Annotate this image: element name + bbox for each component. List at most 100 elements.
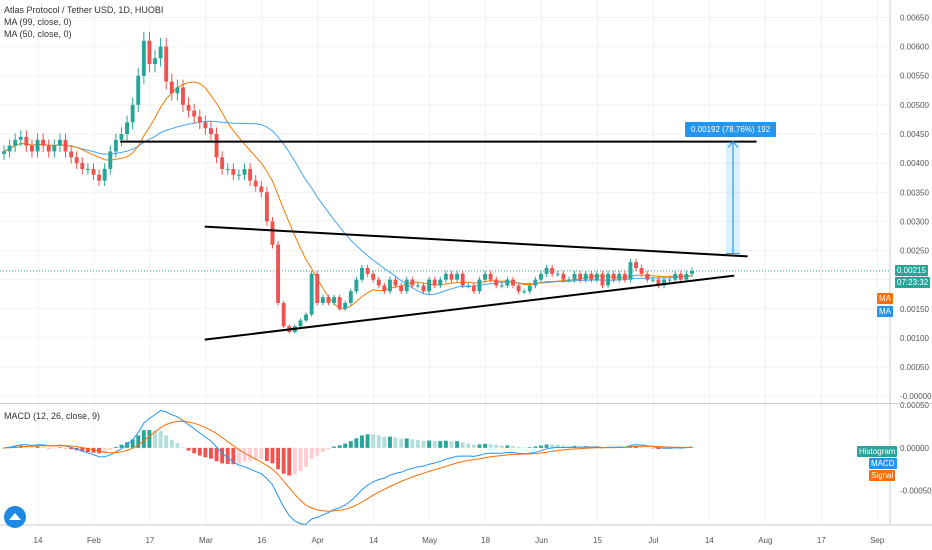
candle	[236, 169, 241, 181]
candle	[24, 130, 29, 152]
histogram-bar	[141, 430, 146, 448]
candle	[589, 270, 594, 283]
candle	[248, 163, 253, 186]
candle	[320, 294, 325, 306]
histogram-bar	[153, 430, 157, 448]
candle	[57, 133, 62, 152]
candle	[281, 300, 286, 329]
candle	[30, 139, 34, 158]
x-tick-label: Jul	[648, 536, 658, 545]
candle	[678, 270, 683, 283]
histogram-bar	[460, 442, 465, 448]
histogram-bar	[130, 439, 135, 448]
x-tick-label: Feb	[87, 536, 101, 545]
macd-y-tick-label: 0.00050	[900, 401, 929, 410]
histogram-bar	[304, 447, 309, 467]
candle	[421, 282, 426, 294]
candle	[153, 49, 157, 73]
histogram-bar	[471, 444, 476, 448]
macd-histogram	[2, 430, 694, 476]
measure-tool[interactable]	[726, 140, 740, 254]
histogram-bar	[371, 434, 376, 448]
histogram-bar	[555, 444, 560, 448]
histogram-bar	[281, 447, 286, 474]
candle	[253, 175, 258, 192]
macd-legend[interactable]: MACD (12, 26, close, 9)	[4, 411, 101, 421]
candle	[298, 318, 303, 329]
candle	[634, 258, 639, 272]
candle	[13, 133, 18, 152]
last-price-tag: 0.00215	[895, 265, 928, 276]
histogram-bar	[527, 447, 532, 448]
trendline-triangle-upper[interactable]	[204, 225, 748, 258]
histogram-bar	[231, 447, 236, 465]
chart-title: Atlas Protocol / Tether USD, 1D, HUOBI	[4, 5, 164, 15]
candle	[197, 109, 202, 130]
candle	[533, 276, 538, 289]
signal-tag: Signal	[869, 470, 896, 481]
candle	[639, 264, 644, 277]
histogram-bar	[309, 447, 314, 459]
y-tick-label: 0.00100	[900, 334, 929, 343]
candle	[611, 270, 616, 283]
histogram-bar	[382, 436, 387, 448]
histogram-bar	[186, 447, 191, 451]
histogram-bar	[522, 447, 527, 448]
histogram-bar	[365, 434, 370, 448]
candle	[343, 300, 348, 311]
histogram-bar	[292, 447, 297, 475]
measure-label[interactable]: 0.00192 (78.76%) 192	[685, 122, 777, 137]
candles	[2, 31, 694, 334]
candle	[214, 127, 219, 164]
candle	[102, 163, 107, 186]
candle	[371, 270, 376, 283]
histogram-bar	[287, 447, 292, 476]
candle	[41, 133, 46, 152]
tradingview-logo[interactable]	[4, 506, 26, 528]
histogram-bar	[298, 447, 303, 472]
candle	[438, 276, 443, 289]
histogram-bar	[315, 447, 320, 456]
candle	[169, 73, 174, 101]
candle	[192, 103, 197, 124]
candle	[393, 276, 398, 289]
candle	[656, 276, 661, 289]
histogram-bar	[209, 447, 213, 459]
candle	[650, 276, 655, 283]
histogram-bar	[270, 447, 275, 464]
candle	[119, 127, 124, 147]
candle	[220, 151, 225, 175]
trendlines[interactable]	[120, 140, 757, 341]
histogram-bar	[276, 447, 281, 470]
candle	[130, 97, 135, 130]
macd-y-tick-label: -0.00050	[900, 487, 932, 496]
histogram-bar	[214, 447, 219, 462]
y-tick-label: 0.00400	[900, 159, 929, 168]
candle	[46, 139, 51, 158]
ma50-legend[interactable]: MA (50, close, 0)	[4, 29, 72, 39]
y-tick-label: 0.00050	[900, 363, 929, 372]
ma99-legend[interactable]: MA (99, close, 0)	[4, 17, 72, 27]
trendline-triangle-lower[interactable]	[204, 274, 735, 341]
histogram-bar	[320, 447, 325, 452]
x-tick-label: Jun	[535, 536, 548, 545]
histogram-bar	[494, 444, 499, 448]
histogram-bar	[119, 444, 124, 448]
histogram-bar	[399, 438, 404, 448]
histogram-bar	[259, 447, 264, 460]
histogram-bar	[516, 446, 521, 448]
histogram-bar	[69, 447, 74, 450]
x-tick-label: Sep	[870, 536, 885, 545]
candle	[494, 276, 499, 289]
candle	[690, 267, 694, 277]
histogram-bar	[253, 447, 258, 461]
candle	[354, 276, 359, 294]
candle	[332, 294, 336, 306]
histogram-bar	[220, 447, 225, 464]
histogram-bar	[376, 435, 381, 448]
candle	[186, 97, 191, 118]
histogram-bar	[443, 440, 448, 448]
candle	[270, 217, 275, 249]
candle	[544, 264, 549, 277]
